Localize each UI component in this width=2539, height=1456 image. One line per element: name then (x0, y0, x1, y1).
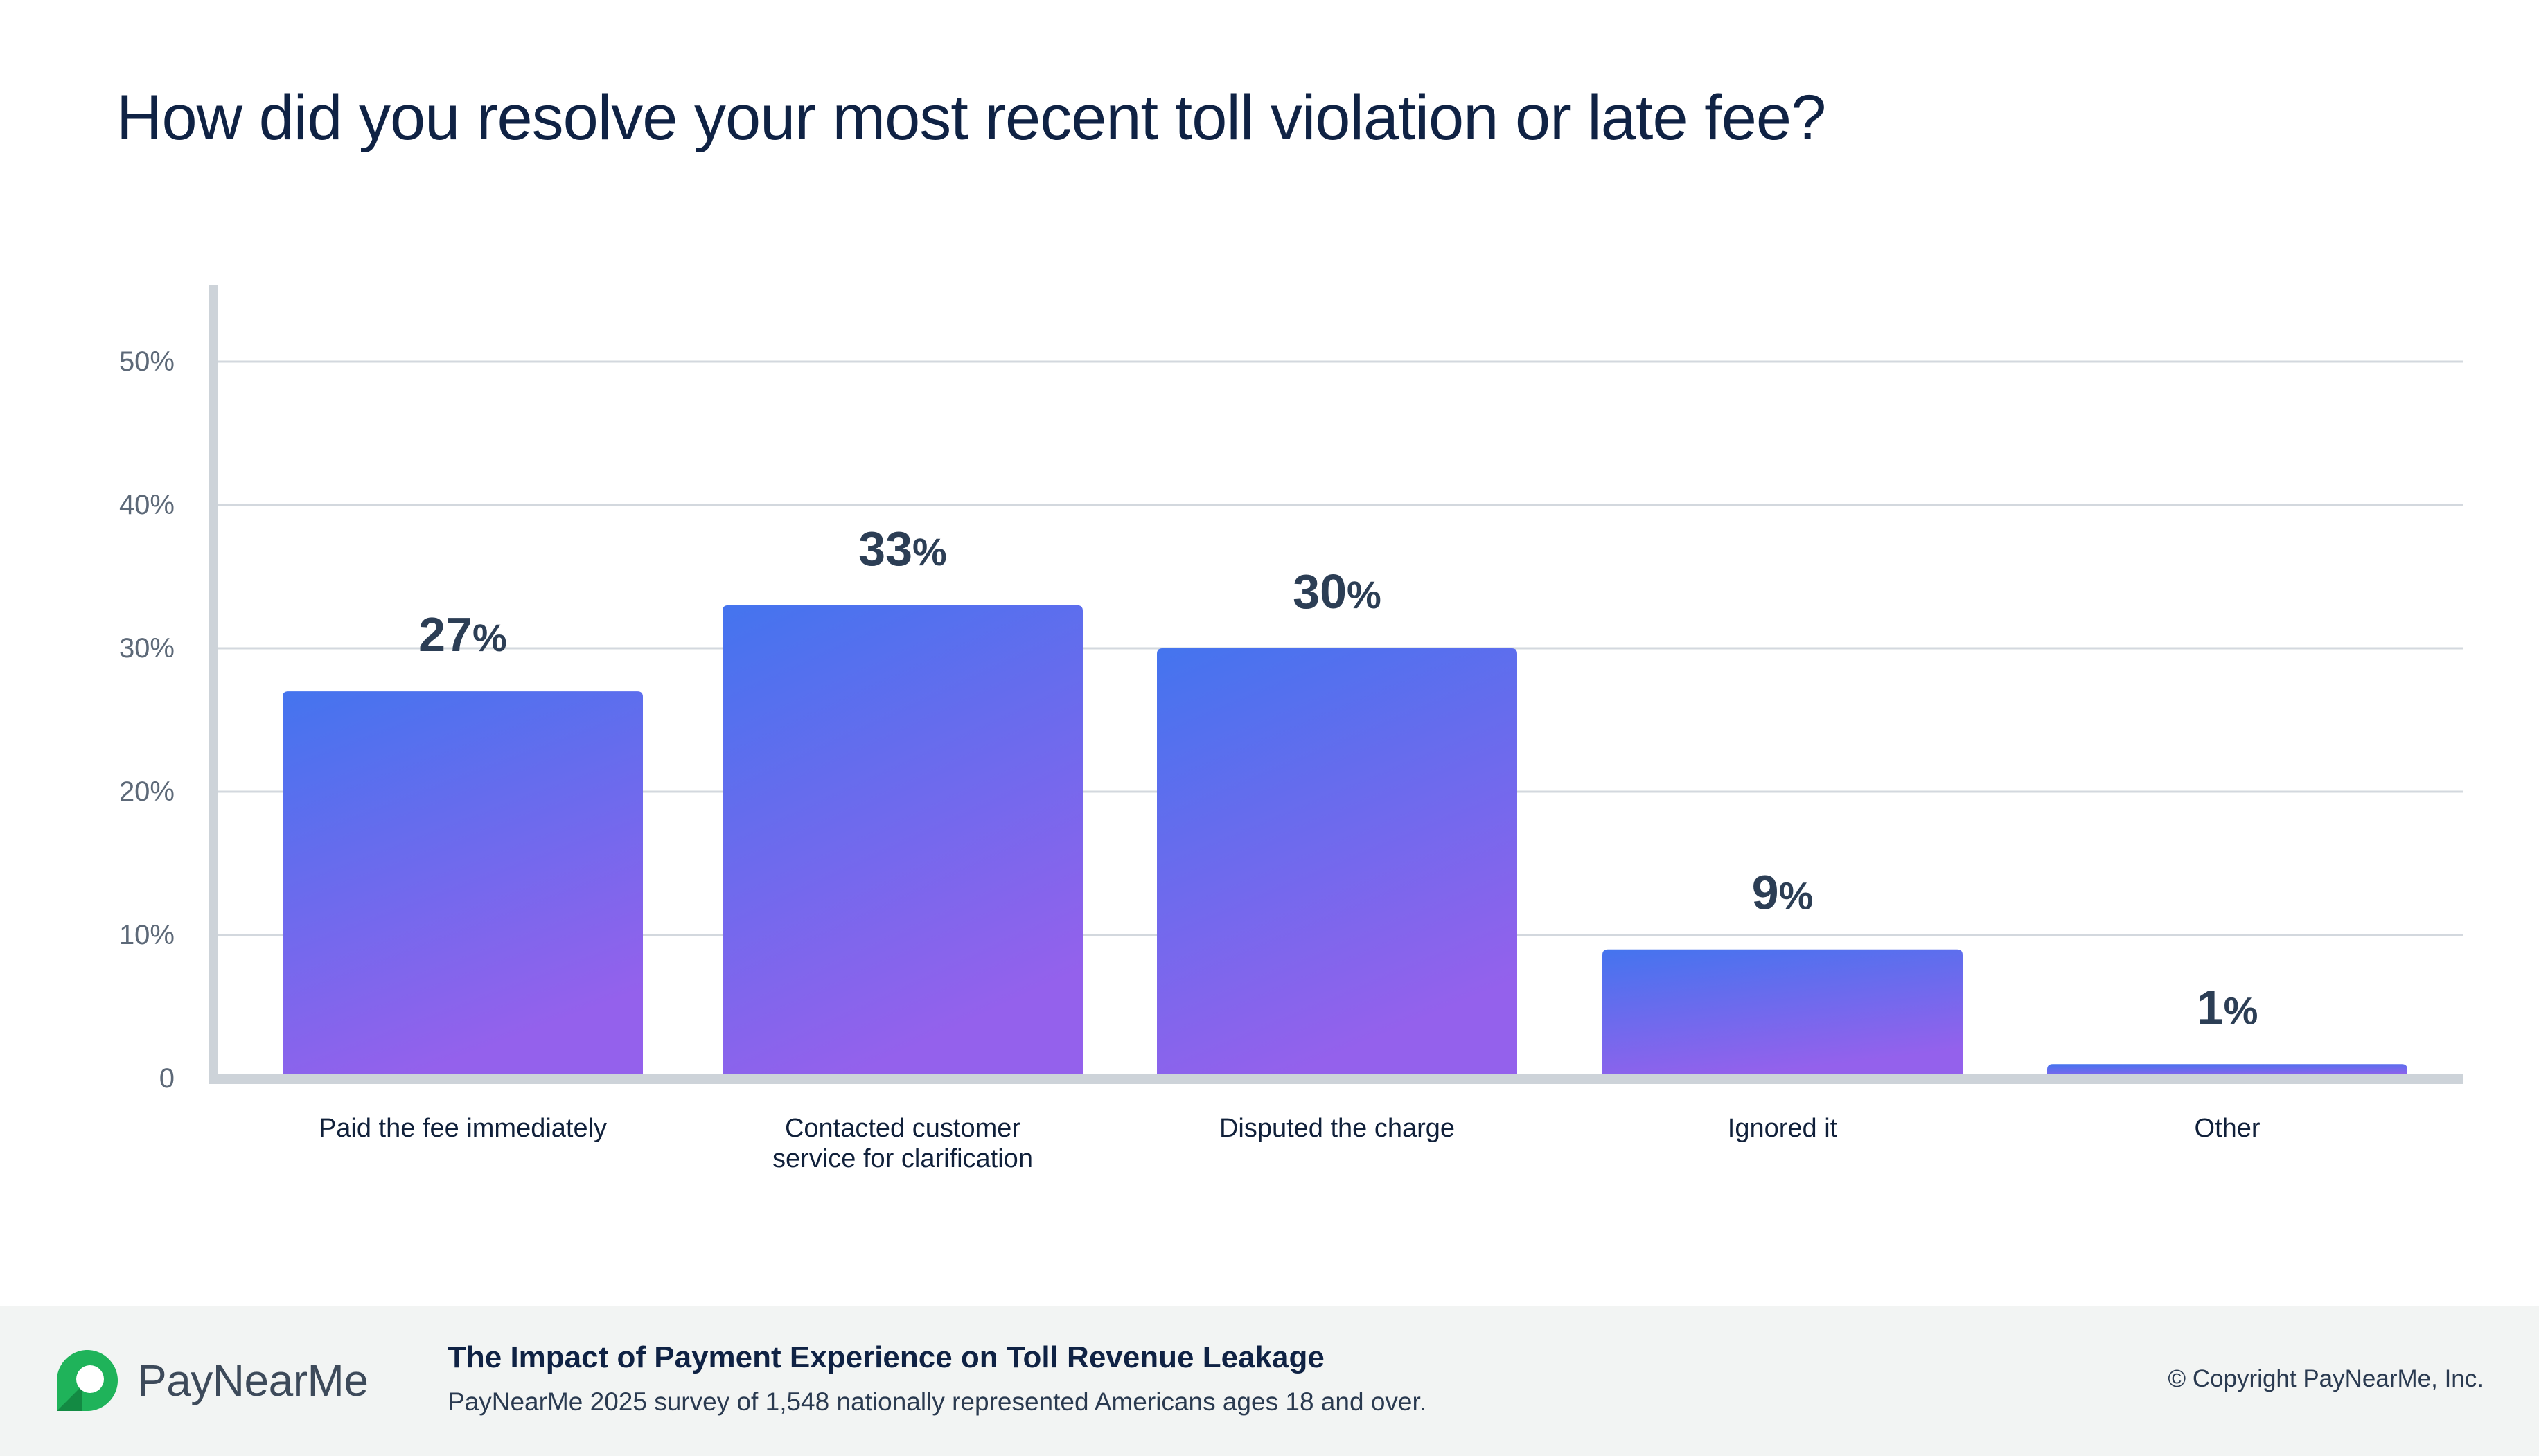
y-tick-label: 30% (119, 633, 175, 664)
y-tick-label: 10% (119, 920, 175, 950)
data-label: 1% (2197, 980, 2258, 1034)
bar-chart: 0 10% 20% 30% 40% 50% 27% Paid the fee immediat… (119, 285, 2463, 1173)
axes (209, 285, 2463, 1084)
brand-name: PayNearMe (137, 1356, 369, 1405)
x-tick-label: Other (2194, 1114, 2260, 1143)
labels: 0 10% 20% 30% 40% 50% 27% Paid the fee immediat… (119, 346, 2261, 1173)
x-tick-label: Contacted customer (785, 1114, 1020, 1143)
data-label: 33% (858, 522, 947, 576)
chart-title: How did you resolve your most recent tol… (116, 82, 1826, 153)
data-label: 30% (1293, 565, 1381, 619)
data-label: 9% (1752, 866, 1814, 920)
survey-note: PayNearMe 2025 survey of 1,548 nationall… (448, 1387, 1427, 1416)
bar (723, 605, 1083, 1078)
paynearme-logo-icon (57, 1350, 118, 1411)
x-tick-label: Ignored it (1728, 1114, 1838, 1143)
x-tick-label: Disputed the charge (1219, 1114, 1455, 1143)
y-axis (209, 285, 218, 1084)
x-axis (209, 1074, 2463, 1084)
x-tick-label: Paid the fee immediately (319, 1114, 607, 1143)
bar (1157, 648, 1517, 1078)
x-tick-label: service for clarification (772, 1144, 1033, 1173)
y-tick-label: 50% (119, 346, 175, 377)
report-title: The Impact of Payment Experience on Toll… (448, 1340, 1325, 1374)
bar (283, 691, 643, 1078)
bar (1602, 949, 1963, 1078)
bars (283, 605, 2407, 1078)
y-tick-label: 20% (119, 776, 175, 807)
copyright: © Copyright PayNearMe, Inc. (2168, 1365, 2484, 1392)
footer: PayNearMe The Impact of Payment Experien… (0, 1306, 2539, 1456)
brand-logo[interactable]: PayNearMe (54, 1347, 369, 1414)
y-tick-label: 40% (119, 490, 175, 520)
data-label: 27% (418, 607, 507, 662)
y-tick-label: 0 (159, 1063, 175, 1094)
